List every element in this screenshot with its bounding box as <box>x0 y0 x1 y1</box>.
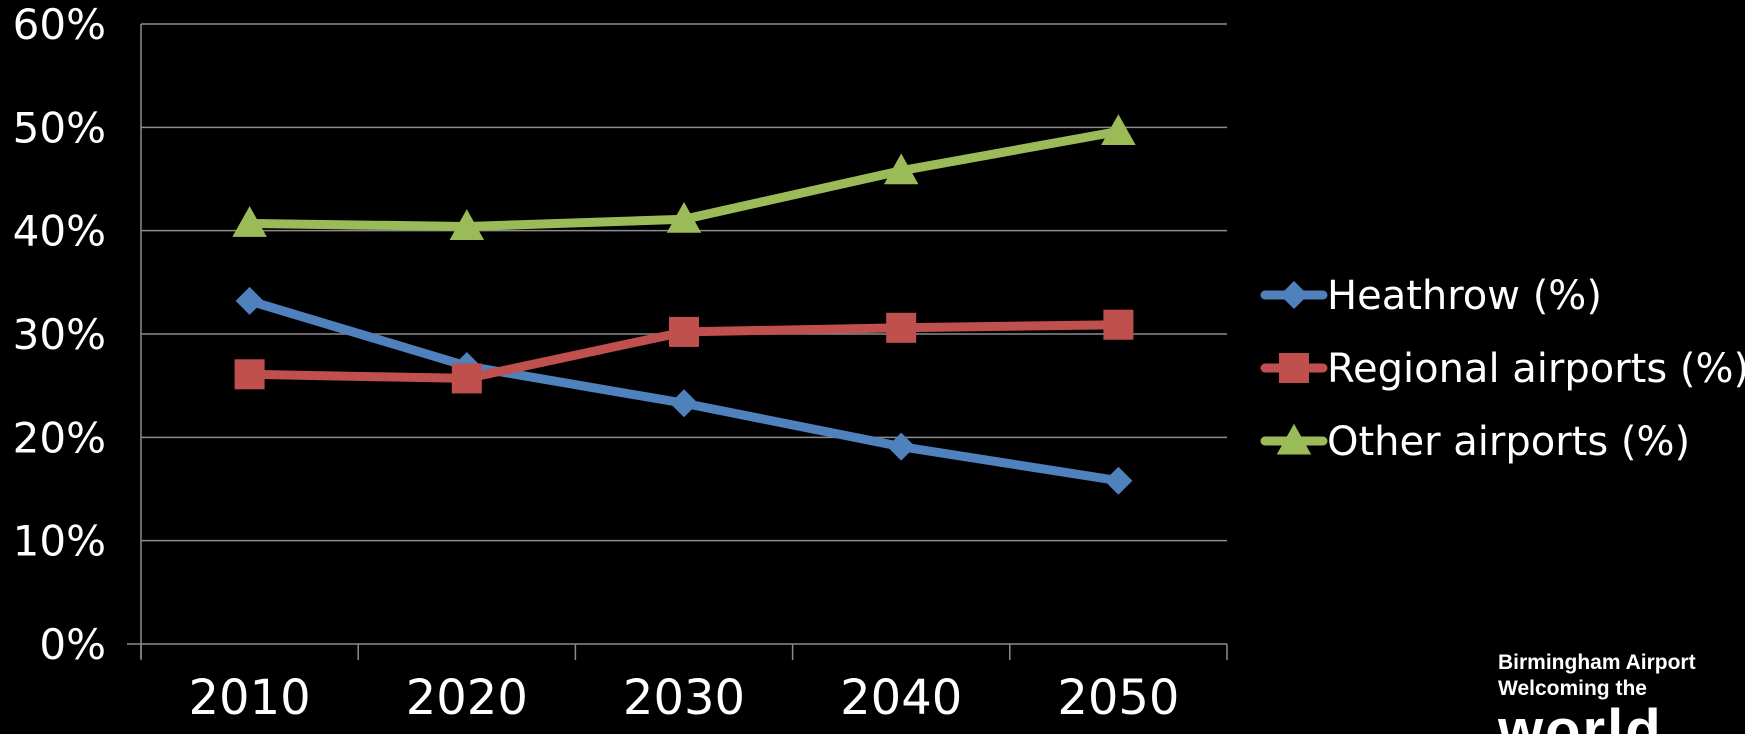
data-point <box>887 432 916 461</box>
y-tick-label: 40% <box>13 207 106 256</box>
x-tick-label: 2020 <box>406 670 528 726</box>
x-tick-label: 2050 <box>1057 670 1179 726</box>
legend-label: Regional airports (%) <box>1327 346 1745 392</box>
y-tick-label: 10% <box>13 517 106 566</box>
legend-marker <box>1280 281 1308 309</box>
data-point <box>1101 114 1136 145</box>
legend-marker <box>1279 353 1309 383</box>
data-point <box>234 359 265 390</box>
data-point <box>1104 466 1133 495</box>
data-point <box>235 286 264 315</box>
data-point <box>449 209 485 241</box>
logo-line-2: Welcoming the <box>1498 677 1647 700</box>
data-point <box>451 363 482 394</box>
y-tick-label: 30% <box>13 310 106 359</box>
legend-label: Other airports (%) <box>1327 419 1690 465</box>
data-point <box>886 312 917 343</box>
y-tick-label: 20% <box>13 413 106 462</box>
birmingham-airport-logo: Birmingham Airport Welcoming the world <box>1498 650 1745 734</box>
x-tick-label: 2030 <box>623 670 745 726</box>
data-point <box>232 206 267 237</box>
y-tick-label: 0% <box>39 620 106 669</box>
legend-label: Heathrow (%) <box>1327 273 1602 319</box>
data-point <box>669 316 699 347</box>
data-point <box>883 153 919 185</box>
data-point <box>1103 309 1134 340</box>
logo-line-3: world <box>1498 698 1663 734</box>
x-tick-label: 2040 <box>840 670 962 726</box>
y-tick-label: 60% <box>13 0 106 49</box>
legend-marker <box>1276 423 1312 455</box>
x-tick-label: 2010 <box>189 670 311 726</box>
data-point <box>670 389 698 418</box>
logo-line-1: Birmingham Airport <box>1498 651 1696 674</box>
data-point <box>666 202 702 233</box>
y-tick-label: 50% <box>13 103 106 152</box>
